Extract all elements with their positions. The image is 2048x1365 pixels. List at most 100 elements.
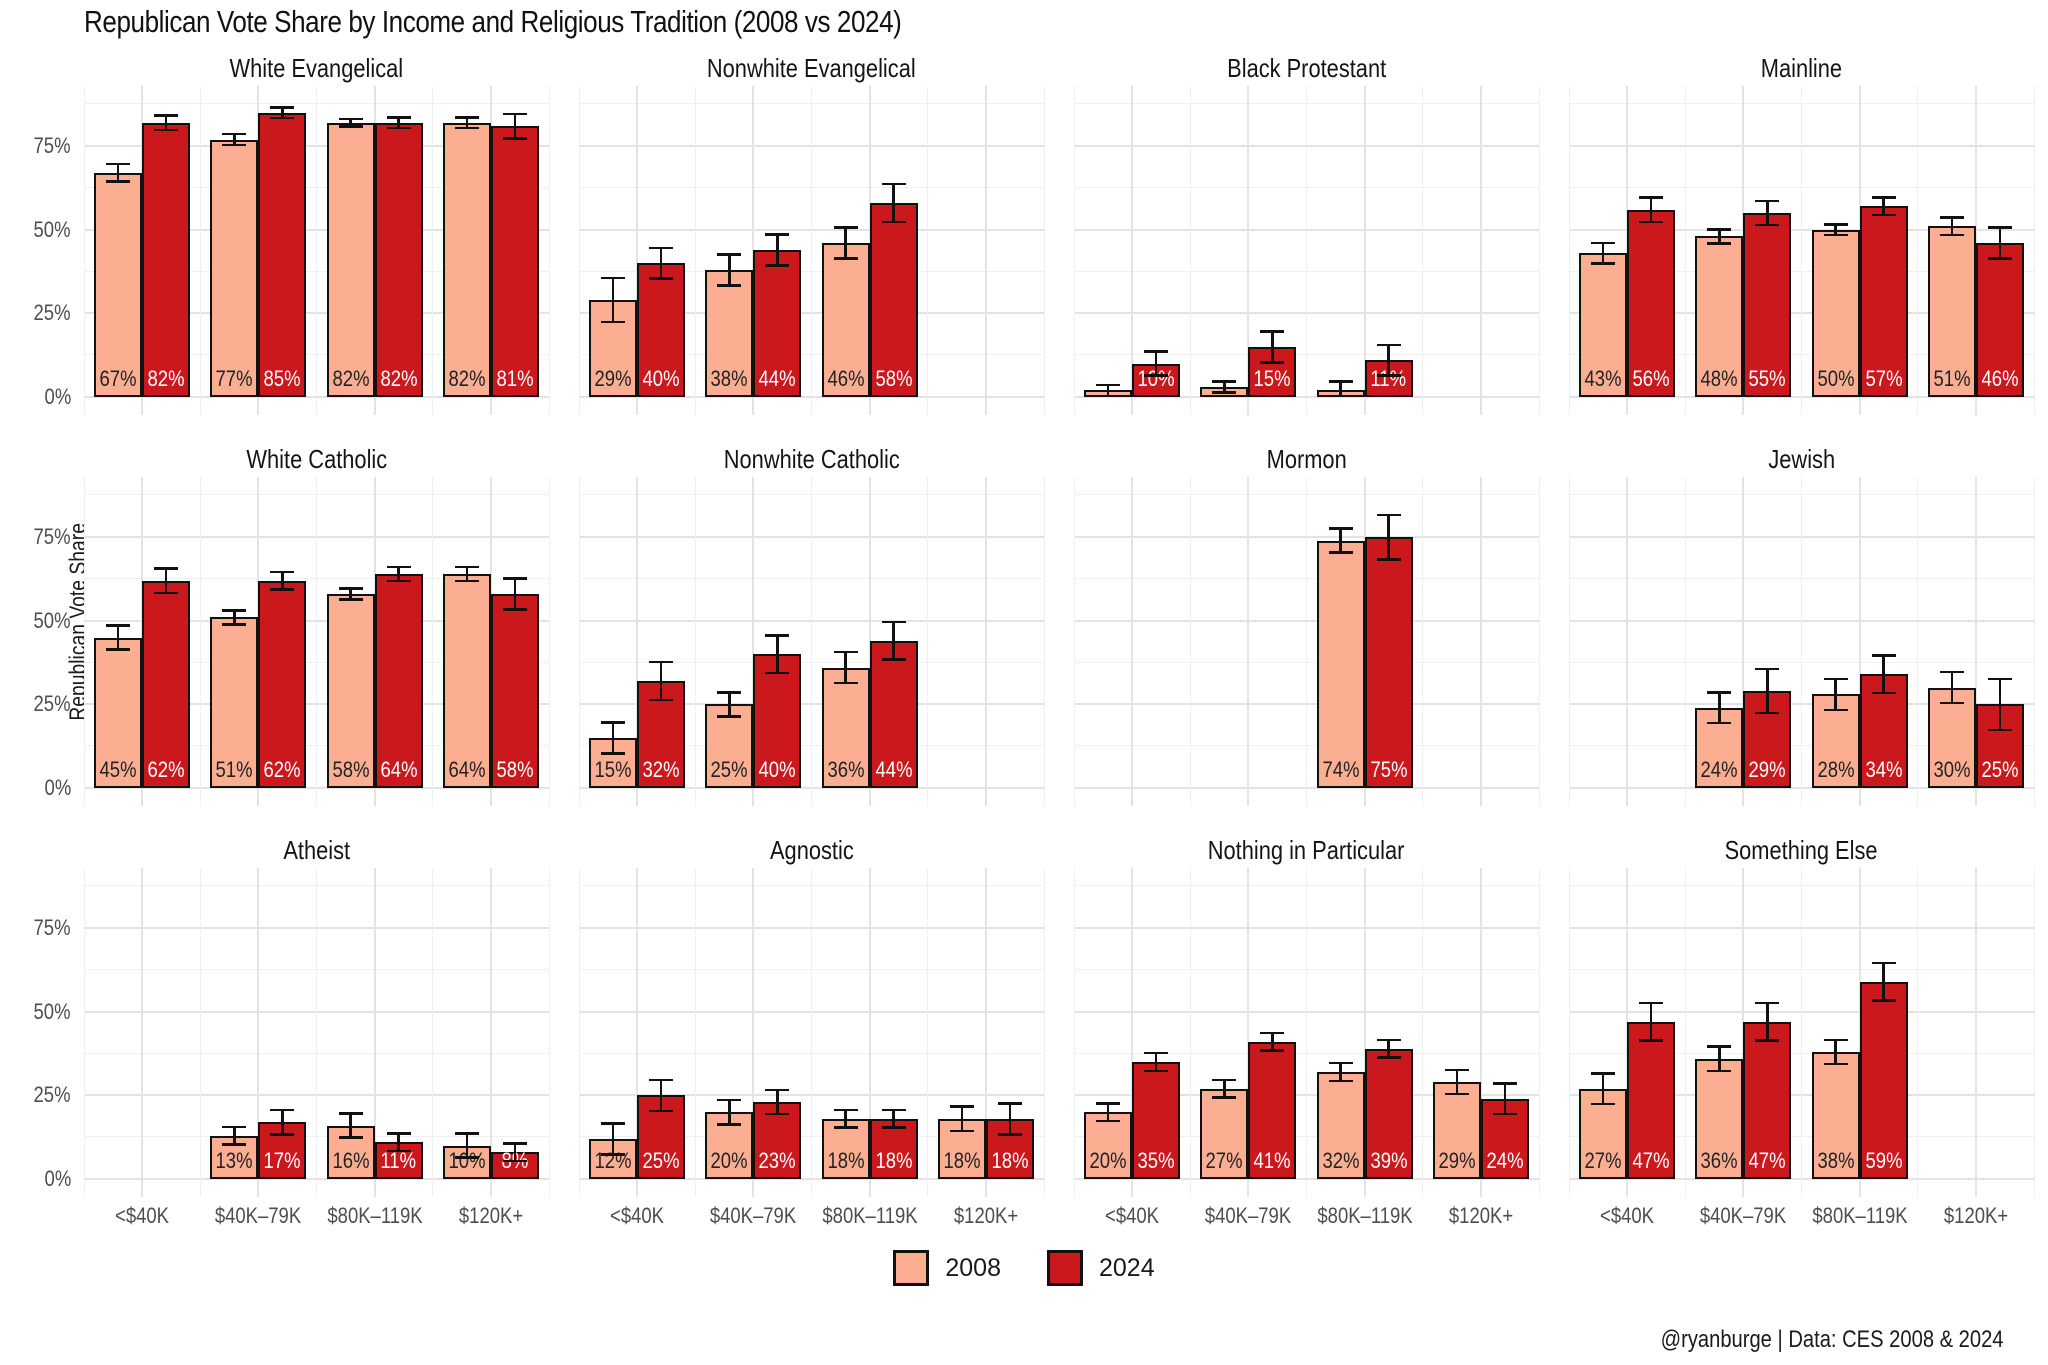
error-bar-2024 <box>154 114 179 132</box>
facet-atheist: Atheist0%25%50%75%13%17%16%11%10%8%<$40K… <box>33 832 550 1233</box>
bar-label-text: 45% <box>99 757 137 782</box>
bar-2024: 62% <box>258 580 307 788</box>
bar-label-2008: 43% <box>1578 366 1628 392</box>
error-bar-2008 <box>106 162 131 183</box>
gridline-v-major <box>984 868 987 1197</box>
bar-2024: 57% <box>1859 206 1908 397</box>
error-bar-cap-top <box>1939 670 1964 674</box>
error-bar-line <box>611 276 615 324</box>
gridline-v-minor <box>1538 86 1540 415</box>
facet-title-text: Nothing in Particular <box>1208 834 1405 865</box>
error-bar-line <box>465 565 469 583</box>
bar-label-2024: 25% <box>1975 757 2025 783</box>
x-tick-label-text: $80K–119K <box>327 1203 423 1228</box>
error-bar-cap-bottom <box>1871 213 1896 217</box>
error-bar-2008 <box>222 132 247 147</box>
bar-label-text: 74% <box>1322 757 1360 782</box>
bar-label-2024: 40% <box>752 757 802 783</box>
bar-2008: 36% <box>821 667 870 788</box>
bar-label-2024: 58% <box>869 366 919 392</box>
facet-nonwhite-evangelical: Nonwhite Evangelical 29% 40% 38% 44% 46% 58% <box>578 50 1045 415</box>
gridline-v-minor <box>1684 86 1686 415</box>
error-bar-cap-top <box>1823 677 1848 681</box>
error-bar-line <box>1339 527 1342 554</box>
error-bar-line <box>465 1132 469 1159</box>
bar-2008: 29% <box>1432 1082 1481 1179</box>
gridline-v-minor <box>1684 477 1686 806</box>
error-bar-cap-top <box>222 132 247 136</box>
bar-2024: 56% <box>1627 209 1676 397</box>
error-bar-cap-top <box>1823 223 1848 226</box>
x-tick-label-text: $40K–79K <box>710 1203 797 1228</box>
bar-label-2008: 27% <box>1578 1148 1628 1174</box>
error-bar-cap-top <box>881 182 906 186</box>
gridline-v-minor <box>316 86 317 415</box>
error-bar-2024 <box>1639 196 1664 224</box>
gridline-v-major <box>1363 86 1366 415</box>
error-bar-2008 <box>454 565 479 583</box>
bar-label-text: 13% <box>215 1148 253 1173</box>
x-axis-labels: <$40K $40K–79K $80K–119K $120K+ <box>579 1197 1044 1233</box>
bar-label-text: 32% <box>1322 1148 1360 1173</box>
bar-2024: 40% <box>637 263 686 397</box>
facet-title-nonwhite-catholic: Nonwhite Catholic <box>579 441 1044 477</box>
error-bar-2008 <box>1939 670 1964 705</box>
bar-label-text: 85% <box>263 366 301 391</box>
error-bar-cap-top <box>1144 350 1169 353</box>
bar-label-2024: 39% <box>1364 1148 1414 1174</box>
error-bar-line <box>1223 1078 1226 1099</box>
y-tick-label-text: 25% <box>33 300 71 326</box>
error-bar-line <box>513 1142 517 1163</box>
gridline-v-major <box>1247 477 1250 806</box>
error-bar-2024 <box>765 634 790 675</box>
error-bar-line <box>233 609 236 626</box>
error-bar-line <box>1223 380 1226 394</box>
bar-2008: 64% <box>442 573 491 788</box>
bar-2008: 38% <box>705 269 754 397</box>
facet-white-catholic: White Catholic 0% 25% 50% 75% 45% 62% 51% 62% 58%… <box>33 441 550 806</box>
bar-label-2008: 29% <box>588 366 638 392</box>
error-bar-2024 <box>765 233 790 267</box>
facet-title-black-protestant: Black Protestant <box>1074 50 1539 86</box>
bar-label-2008: 32% <box>1316 1148 1366 1174</box>
error-bar-line <box>349 117 352 128</box>
x-axis-labels: <$40K $40K–79K $80K–119K $120K+ <box>1569 1197 2034 1233</box>
error-bar-cap-bottom <box>1987 257 2012 260</box>
error-bar-cap-top <box>106 624 131 627</box>
facet-agnostic: Agnostic 12% 25% 20% 23% 18% 18% 18% 18% <$40K $40… <box>578 832 1045 1233</box>
gridline-v-minor <box>548 86 550 415</box>
y-tick-label-text: 75% <box>33 524 71 550</box>
error-bar-line <box>776 634 779 675</box>
bar-label-2024: 64% <box>374 757 424 783</box>
gridline-v-minor <box>1917 868 1919 1197</box>
error-bar-cap-bottom <box>1755 711 1780 715</box>
error-bar-line <box>1339 380 1342 397</box>
bar-label-text: 51% <box>215 757 253 782</box>
bar-label-2024: 44% <box>869 757 919 783</box>
error-bar-cap-top <box>649 660 674 664</box>
error-bar-cap-bottom <box>106 648 131 651</box>
error-bar-cap-top <box>881 620 906 624</box>
bar-label-2024: 58% <box>490 757 540 783</box>
bar-label-text: 75% <box>1370 757 1408 782</box>
error-bar-cap-bottom <box>502 608 527 611</box>
error-bar-cap-bottom <box>502 1159 527 1163</box>
facet-title-mainline: Mainline <box>1569 50 2034 86</box>
error-bar-cap-bottom <box>454 1156 479 1159</box>
error-bar-2008 <box>1328 380 1353 397</box>
bar-label-text: 48% <box>1700 366 1738 391</box>
error-bar-2024 <box>1260 1031 1285 1052</box>
error-bar-cap-top <box>765 233 790 236</box>
facet-jewish: Jewish 24% 29% 28% 34% 30% 25% <box>1568 441 2035 806</box>
error-bar-cap-bottom <box>1492 1112 1517 1116</box>
gridline-v-major <box>1974 477 1977 806</box>
bar-label-text: 25% <box>710 757 748 782</box>
gridline-v-minor <box>1306 868 1307 1197</box>
error-bar-line <box>116 162 120 183</box>
x-tick-label-text: <$40K <box>1600 1203 1655 1228</box>
gridline-v-major <box>636 868 639 1197</box>
error-bar-2008 <box>454 116 479 130</box>
bar-2024: 18% <box>869 1118 918 1179</box>
error-bar-cap-bottom <box>1707 1069 1732 1072</box>
error-bar-cap-top <box>270 106 295 109</box>
